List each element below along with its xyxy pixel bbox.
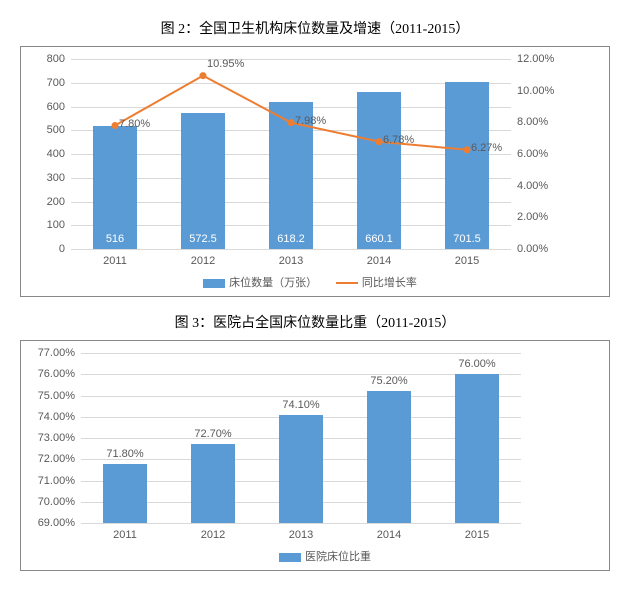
legend-line: 同比增长率: [336, 274, 417, 290]
y-right-tick: 0.00%: [511, 243, 548, 255]
chart1-plot: 01002003004005006007008000.00%2.00%4.00%…: [71, 59, 511, 249]
legend-bar2-label: 医院床位比重: [305, 551, 371, 563]
y-left-tick: 77.00%: [38, 347, 81, 359]
y-left-tick: 400: [47, 148, 71, 160]
y-left-tick: 76.00%: [38, 368, 81, 380]
x-tick: 2011: [113, 523, 137, 541]
x-tick: 2015: [465, 523, 489, 541]
x-tick: 2011: [103, 249, 127, 267]
bar-value-label: 71.80%: [106, 448, 143, 460]
y-right-tick: 12.00%: [511, 53, 554, 65]
legend-bar-label: 床位数量（万张）: [229, 277, 317, 289]
y-left-tick: 300: [47, 172, 71, 184]
bar: [455, 374, 499, 523]
line-value-label: 6.27%: [471, 142, 502, 154]
legend-bar2: 医院床位比重: [279, 548, 371, 564]
bar: [191, 444, 235, 523]
chart2-container: 69.00% 70.00% 71.00% 72.00% 73.00% 74.00% 75.0…: [20, 340, 610, 571]
x-tick: 2015: [455, 249, 479, 267]
line-value-label: 10.95%: [207, 58, 244, 70]
legend-line-label: 同比增长率: [362, 277, 417, 289]
bar: [279, 415, 323, 523]
bar: [103, 464, 147, 524]
chart2-title: 图 3：医院占全国床位数量比重（2011-2015）: [20, 312, 610, 332]
y-left-tick: 73.00%: [38, 432, 81, 444]
legend-bar: 床位数量（万张）: [203, 274, 317, 290]
line-value-label: 7.98%: [295, 115, 326, 127]
grid-line: [81, 353, 521, 354]
legend-bar-swatch: [203, 279, 225, 288]
y-left-tick: 71.00%: [38, 475, 81, 487]
legend-line-swatch: [336, 282, 358, 284]
bar-value-label: 76.00%: [458, 358, 495, 370]
chart2-plot: 69.00%70.00%71.00%72.00%73.00%74.00%75.0…: [81, 353, 521, 523]
y-left-tick: 800: [47, 53, 71, 65]
legend-bar2-swatch: [279, 553, 301, 562]
x-tick: 2012: [201, 523, 225, 541]
chart2-legend: 医院床位比重: [81, 523, 569, 570]
line-value-label: 6.78%: [383, 134, 414, 146]
x-tick: 2014: [367, 249, 391, 267]
y-left-tick: 600: [47, 101, 71, 113]
y-right-tick: 8.00%: [511, 116, 548, 128]
y-left-tick: 0: [59, 243, 71, 255]
y-left-tick: 70.00%: [38, 496, 81, 508]
y-left-tick: 69.00%: [38, 517, 81, 529]
y-left-tick: 100: [47, 219, 71, 231]
x-tick: 2012: [191, 249, 215, 267]
y-left-tick: 75.00%: [38, 390, 81, 402]
y-left-tick: 700: [47, 77, 71, 89]
bar-value-label: 74.10%: [282, 399, 319, 411]
line-value-label: 7.80%: [119, 118, 150, 130]
y-right-tick: 6.00%: [511, 148, 548, 160]
y-right-tick: 2.00%: [511, 211, 548, 223]
bar-value-label: 72.70%: [194, 428, 231, 440]
x-tick: 2013: [289, 523, 313, 541]
x-tick: 2014: [377, 523, 401, 541]
y-right-tick: 4.00%: [511, 180, 548, 192]
chart1-title: 图 2：全国卫生机构床位数量及增速（2011-2015）: [20, 18, 610, 38]
y-left-tick: 74.00%: [38, 411, 81, 423]
y-left-tick: 200: [47, 196, 71, 208]
bar: [367, 391, 411, 523]
x-tick: 2013: [279, 249, 303, 267]
bar-value-label: 75.20%: [370, 375, 407, 387]
y-left-tick: 72.00%: [38, 453, 81, 465]
line-series: [71, 59, 511, 249]
chart1-container: 0 100 200 300 400 500 600 700 800 0.00% 2.00% 4.00%…: [20, 46, 610, 297]
y-left-tick: 500: [47, 124, 71, 136]
y-right-tick: 10.00%: [511, 85, 554, 97]
